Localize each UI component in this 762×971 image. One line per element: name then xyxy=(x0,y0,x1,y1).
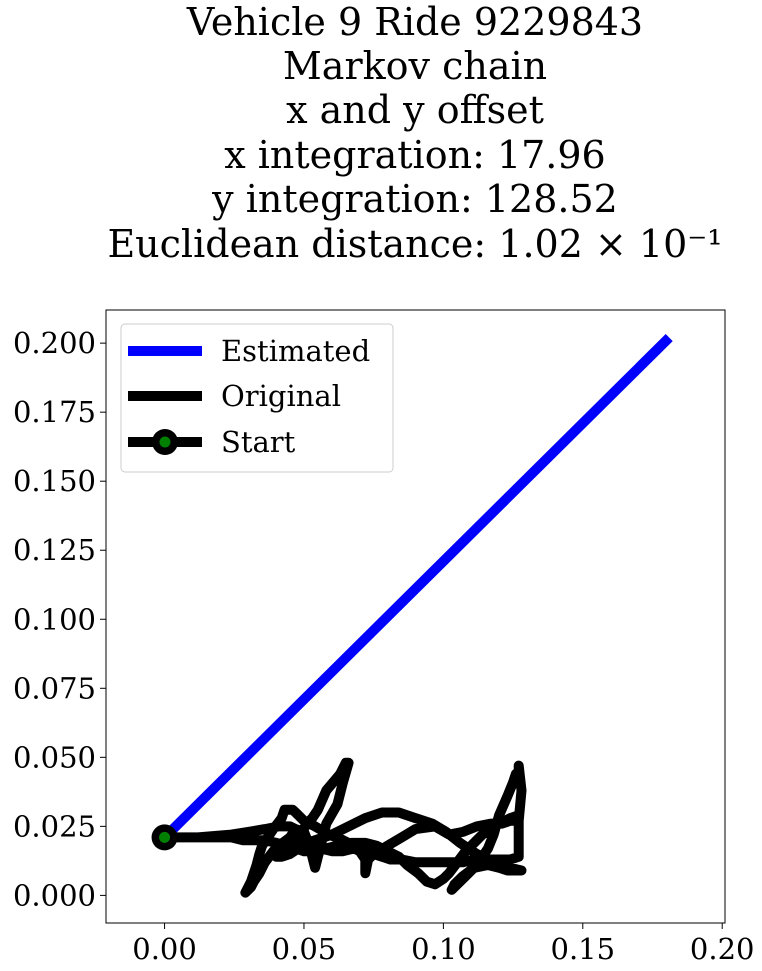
y-tick-label: 0.000 xyxy=(13,878,96,912)
x-tick-label: 0.15 xyxy=(551,932,616,966)
plot-area xyxy=(151,334,673,898)
y-tick-label: 0.150 xyxy=(13,464,96,498)
y-tick-label: 0.075 xyxy=(13,671,96,705)
series-original-line xyxy=(159,757,527,898)
y-tick-label: 0.175 xyxy=(13,395,96,429)
legend: Estimated Original Start xyxy=(120,323,394,473)
title-line-4: x integration: 17.96 xyxy=(224,133,605,177)
start-marker-inner xyxy=(159,831,171,843)
title-line-5: y integration: 128.52 xyxy=(211,177,618,221)
title-line-2: Markov chain xyxy=(283,44,547,88)
title-line-6: Euclidean distance: 1.02 × 10⁻¹ xyxy=(107,222,722,266)
y-tick-label: 0.125 xyxy=(13,533,96,567)
axes: 0.00 0.05 0.10 0.15 0.20 0.000 0.025 0.050 0.075… xyxy=(13,309,755,966)
title-line-1: Vehicle 9 Ride 9229843 xyxy=(186,0,643,44)
x-tick-label: 0.00 xyxy=(132,932,197,966)
title-line-3: x and y offset xyxy=(286,88,544,132)
axes-frame xyxy=(105,309,726,924)
y-tick-label: 0.100 xyxy=(13,602,96,636)
legend-label-original: Original xyxy=(221,379,341,413)
series-estimated-line xyxy=(161,334,673,841)
x-tick-label: 0.20 xyxy=(690,932,755,966)
x-tick-label: 0.10 xyxy=(411,932,476,966)
legend-box xyxy=(120,323,394,473)
y-tick-label: 0.200 xyxy=(13,326,96,360)
legend-label-start: Start xyxy=(221,425,296,459)
chart-title: Vehicle 9 Ride 9229843 Markov chain x an… xyxy=(107,0,722,266)
legend-start-marker-inner xyxy=(159,436,171,448)
y-tick-label: 0.025 xyxy=(13,809,96,843)
legend-label-estimated: Estimated xyxy=(221,334,370,368)
y-tick-label: 0.050 xyxy=(13,740,96,774)
x-tick-label: 0.05 xyxy=(272,932,337,966)
